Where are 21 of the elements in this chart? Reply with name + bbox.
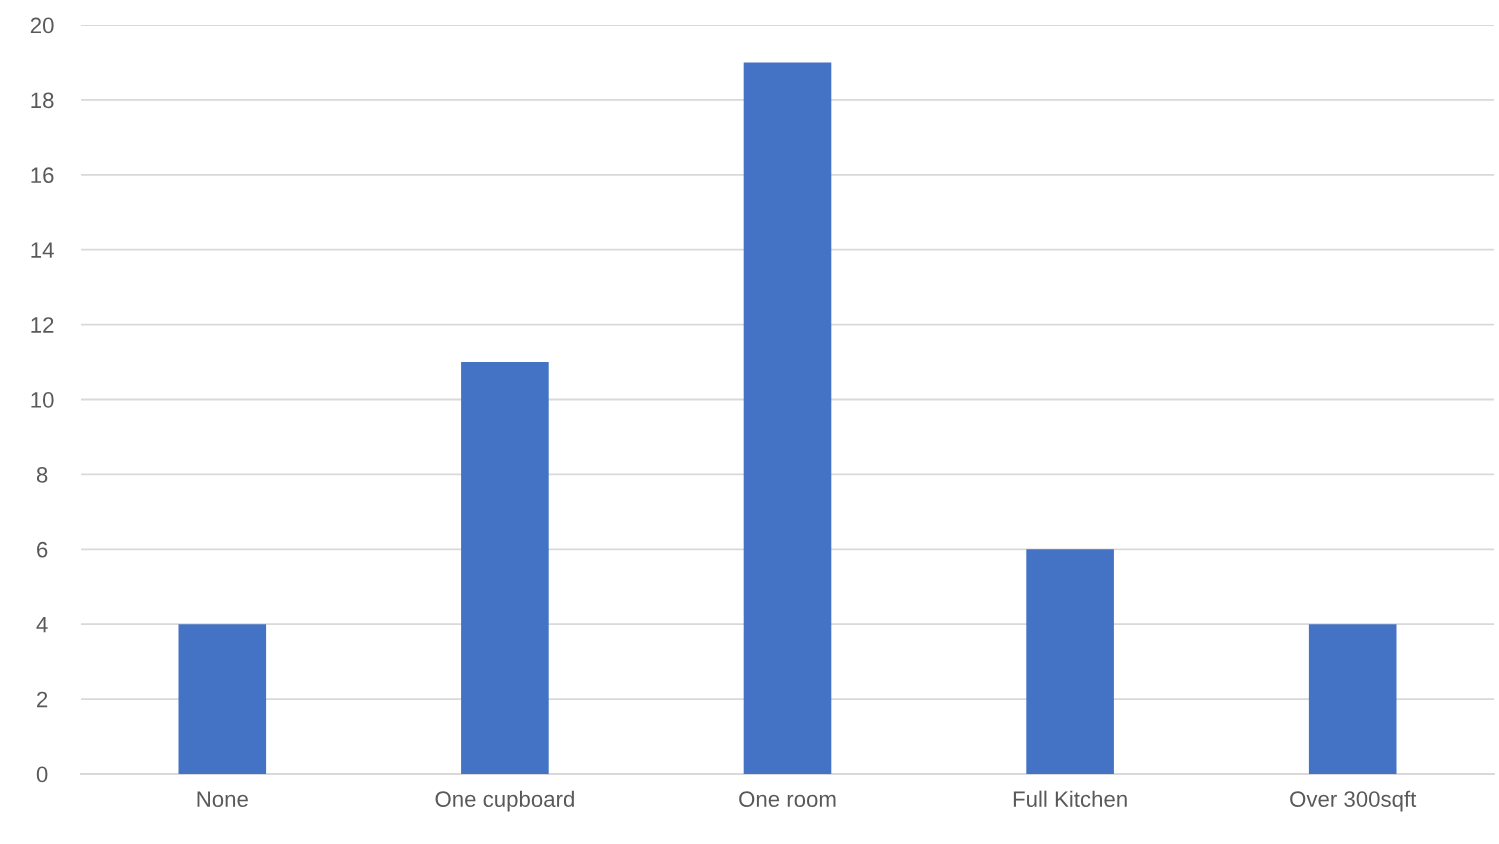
bar — [461, 362, 549, 774]
y-tick-label: 10 — [31, 392, 54, 408]
x-tick-label: One room — [739, 791, 836, 807]
y-tick-label: 8 — [36, 466, 48, 483]
bar — [178, 624, 267, 774]
y-tick-label: 16 — [31, 167, 54, 184]
y-tick-label: 14 — [31, 242, 54, 258]
x-tick-label: One cupboard — [435, 790, 574, 812]
y-tick-label: 4 — [36, 616, 48, 633]
x-tick-label: Full Kitchen — [1013, 790, 1127, 807]
y-tick-label: 12 — [31, 317, 54, 333]
y-tick-label: 18 — [31, 92, 54, 109]
bar — [1026, 549, 1114, 774]
y-tick-label: 20 — [30, 17, 54, 34]
y-tick-label: 0 — [36, 766, 48, 783]
x-tick-label: Over 300sqft — [1290, 790, 1417, 812]
y-tick-label: 6 — [37, 541, 48, 558]
x-tick-label: None — [197, 791, 248, 807]
bar — [1308, 624, 1397, 774]
bar — [743, 62, 832, 774]
y-tick-label: 2 — [37, 691, 48, 708]
